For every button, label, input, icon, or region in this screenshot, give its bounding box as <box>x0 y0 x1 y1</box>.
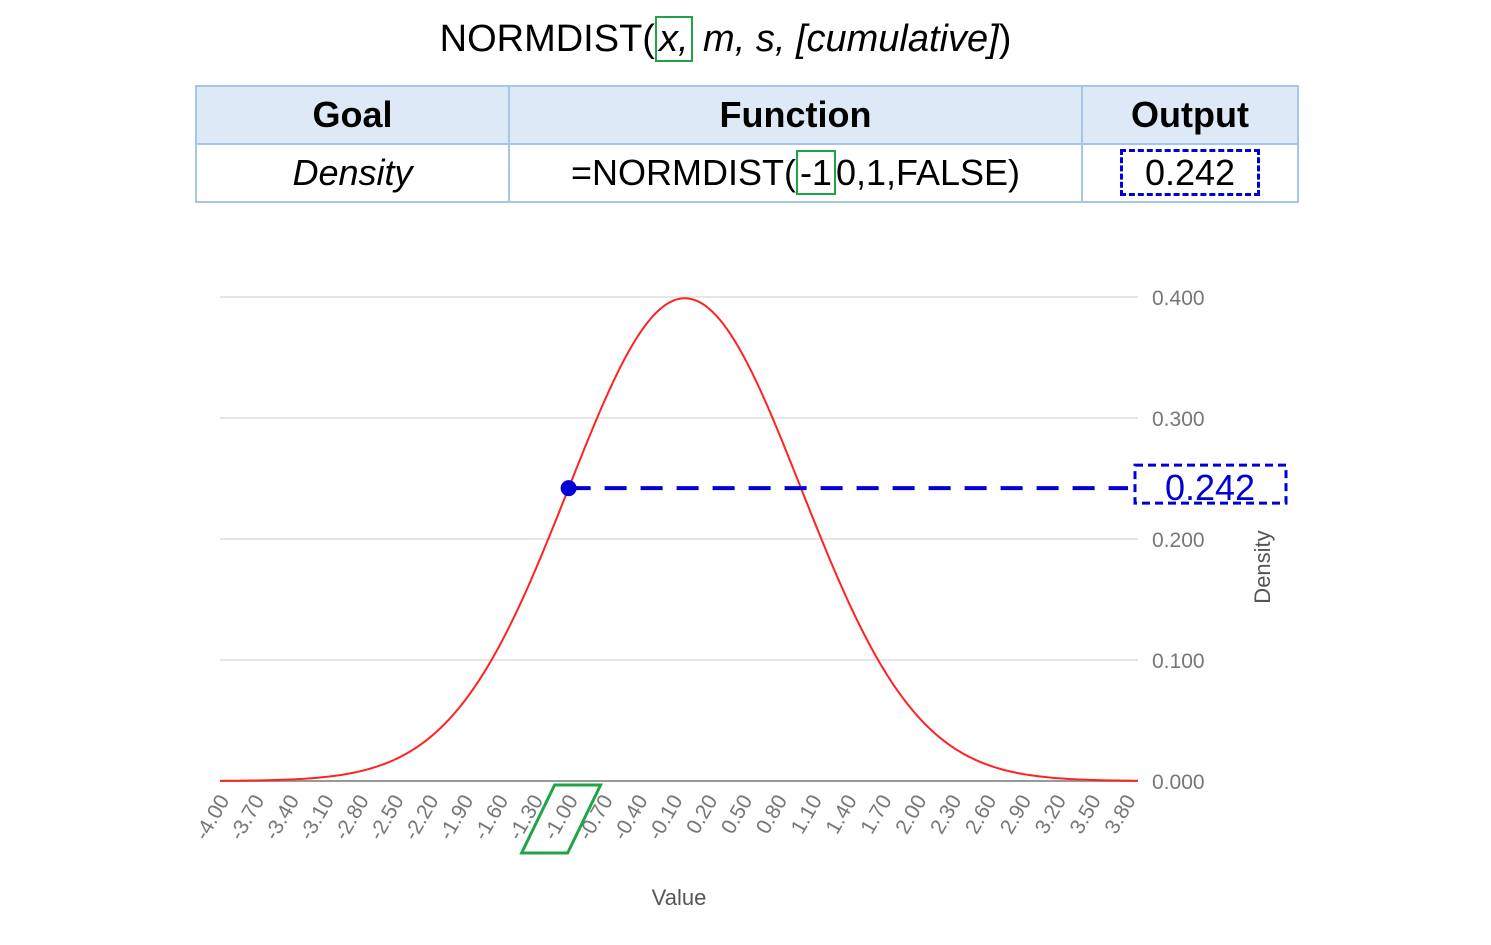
x-axis-label: Value <box>652 885 707 910</box>
formula-arg-rest: m, s, [cumulative] <box>692 18 999 60</box>
formula-arg-x: x, <box>654 16 693 62</box>
series-line <box>219 297 1139 782</box>
x-tick-label: -0.10 <box>644 791 688 844</box>
output-value: 0.242 <box>1119 149 1261 196</box>
x-tick-label: -3.70 <box>225 791 269 844</box>
x-tick-label: 2.30 <box>926 791 966 838</box>
y-axis-label: Density <box>1250 530 1275 603</box>
x-tick-label: 0.50 <box>717 791 757 838</box>
x-tick-label: -2.50 <box>365 791 409 844</box>
x-tick-label: -1.90 <box>434 791 478 844</box>
x-tick-label: -2.20 <box>400 791 444 844</box>
x-tick-label: 3.20 <box>1031 791 1071 838</box>
x-tick-label: -3.40 <box>260 791 304 844</box>
fn-prefix: =NORMDIST( <box>570 152 796 193</box>
y-tick-label: 0.200 <box>1152 529 1205 552</box>
x-tick-label: 3.80 <box>1100 791 1140 838</box>
fn-suffix: 0,1,FALSE) <box>835 152 1021 193</box>
cell-output: 0.242 <box>1081 143 1299 203</box>
table-row: Density =NORMDIST(-1 0,1,FALSE) 0.242 <box>195 143 1299 203</box>
table-header-row: Goal Function Output <box>195 85 1299 145</box>
x-tick-label: -4.00 <box>190 791 234 844</box>
y-tick-label: 0.000 <box>1152 771 1205 794</box>
highlight-point <box>560 480 577 497</box>
highlight-value-box <box>1133 463 1288 505</box>
formula-title: NORMDIST(x, m, s, [cumulative]) <box>0 16 1451 62</box>
x-tick-label: 2.00 <box>891 791 931 838</box>
cell-goal: Density <box>195 143 510 203</box>
x-tick-label: 0.80 <box>752 791 792 838</box>
x-tick-labels: -4.00-3.70-3.40-3.10-2.80-2.50-2.20-1.90… <box>190 791 1140 844</box>
fn-arg-box: -1 <box>795 150 836 195</box>
x-tick-label: 2.90 <box>996 791 1036 838</box>
formula-name: NORMDIST( <box>439 18 655 60</box>
x-tick-label: -1.60 <box>469 791 513 844</box>
x-tick-label: -3.10 <box>295 791 339 844</box>
highlight-value-label: 0.242 <box>1165 467 1255 508</box>
x-tick-label: -0.40 <box>609 791 653 844</box>
x-tick-label: 1.70 <box>856 791 896 838</box>
header-function: Function <box>508 85 1083 145</box>
y-tick-label: 0.100 <box>1152 650 1205 673</box>
y-tick-label: 0.300 <box>1152 408 1205 431</box>
x-tick-label: 1.40 <box>821 791 861 838</box>
x-tick-label: 2.60 <box>961 791 1001 838</box>
x-tick-highlight-box <box>519 783 604 855</box>
x-tick-label: 3.50 <box>1065 791 1105 838</box>
formula-close: ) <box>998 18 1012 60</box>
y-tick-label: 0.400 <box>1152 287 1205 310</box>
x-tick-label: -0.70 <box>574 791 618 844</box>
x-tick-label: 1.10 <box>787 791 827 838</box>
cell-function: =NORMDIST(-1 0,1,FALSE) <box>508 143 1083 203</box>
x-tick-label: -1.30 <box>504 791 548 844</box>
header-output: Output <box>1081 85 1299 145</box>
y-tick-labels: 0.400 0.300 0.200 0.100 0.000 <box>1152 287 1205 794</box>
x-tick-label: -2.80 <box>330 791 374 844</box>
function-table: Goal Function Output Density =NORMDIST(-… <box>195 85 1299 203</box>
header-goal: Goal <box>195 85 510 145</box>
x-tick-label: 0.20 <box>682 791 722 838</box>
grid-lines <box>220 296 1138 782</box>
